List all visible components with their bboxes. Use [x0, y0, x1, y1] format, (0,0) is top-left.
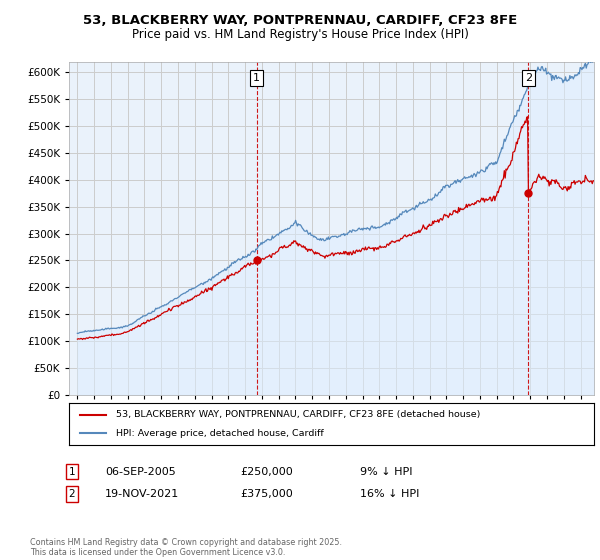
Text: Price paid vs. HM Land Registry's House Price Index (HPI): Price paid vs. HM Land Registry's House … [131, 28, 469, 41]
Text: Contains HM Land Registry data © Crown copyright and database right 2025.
This d: Contains HM Land Registry data © Crown c… [30, 538, 342, 557]
Text: £250,000: £250,000 [240, 466, 293, 477]
Text: 9% ↓ HPI: 9% ↓ HPI [360, 466, 413, 477]
Text: 19-NOV-2021: 19-NOV-2021 [105, 489, 179, 499]
Text: 16% ↓ HPI: 16% ↓ HPI [360, 489, 419, 499]
Text: 53, BLACKBERRY WAY, PONTPRENNAU, CARDIFF, CF23 8FE: 53, BLACKBERRY WAY, PONTPRENNAU, CARDIFF… [83, 14, 517, 27]
Text: £375,000: £375,000 [240, 489, 293, 499]
Text: 06-SEP-2005: 06-SEP-2005 [105, 466, 176, 477]
Text: 53, BLACKBERRY WAY, PONTPRENNAU, CARDIFF, CF23 8FE (detached house): 53, BLACKBERRY WAY, PONTPRENNAU, CARDIFF… [116, 410, 481, 419]
Text: 2: 2 [524, 73, 532, 83]
Text: 2: 2 [68, 489, 76, 499]
Text: 1: 1 [68, 466, 76, 477]
Text: 1: 1 [253, 73, 260, 83]
Text: HPI: Average price, detached house, Cardiff: HPI: Average price, detached house, Card… [116, 429, 324, 438]
